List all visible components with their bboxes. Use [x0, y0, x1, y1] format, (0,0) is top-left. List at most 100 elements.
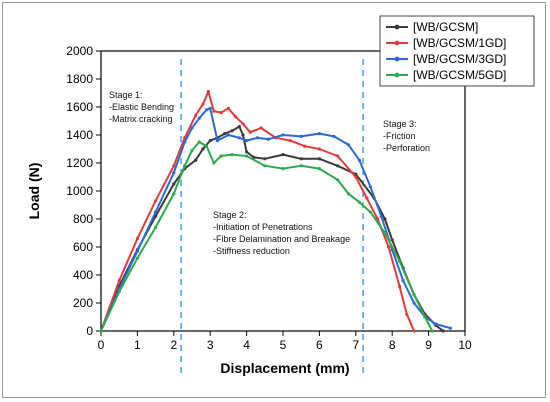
- data-point: [397, 259, 402, 263]
- data-point: [346, 192, 351, 196]
- x-axis-title: Displacement (mm): [220, 360, 349, 376]
- data-point: [241, 122, 245, 126]
- data-point: [201, 147, 205, 151]
- legend-label-2: [WB/GCSM/3GD]: [413, 52, 506, 66]
- data-point: [397, 284, 402, 288]
- data-point: [317, 147, 321, 151]
- data-point: [208, 106, 212, 110]
- stage1-annotation: Stage 1: -Elastic Bending -Matrix cracki…: [109, 90, 174, 124]
- data-point: [401, 279, 405, 283]
- data-point: [154, 199, 158, 203]
- data-point: [237, 125, 241, 129]
- data-point: [357, 158, 362, 162]
- data-point: [212, 109, 216, 113]
- data-point: [390, 238, 394, 242]
- data-point: [219, 111, 223, 115]
- data-point: [212, 161, 216, 165]
- axes-box: [100, 50, 466, 332]
- x-tick-label: 9: [425, 338, 432, 352]
- y-tick-label: 0: [86, 324, 93, 338]
- data-point: [357, 200, 362, 204]
- plot-area: 0 1 2 3 4 5 6 7 8 9 10 0 200 400 600 800 1000 1200 1400 160…: [66, 44, 472, 373]
- data-point: [197, 116, 201, 120]
- data-point: [379, 214, 383, 218]
- stage1-line2: -Matrix cracking: [109, 114, 173, 124]
- data-point: [252, 155, 256, 159]
- data-point: [208, 139, 212, 143]
- data-point: [172, 164, 176, 168]
- data-point: [234, 115, 238, 119]
- legend-marker-3: [394, 72, 400, 78]
- data-point: [365, 196, 369, 200]
- data-point: [154, 225, 158, 229]
- data-point: [226, 106, 230, 110]
- y-tick-label: 800: [73, 212, 93, 226]
- data-point: [135, 249, 139, 253]
- data-point: [245, 150, 249, 154]
- x-tick-label: 6: [316, 338, 323, 352]
- data-point: [299, 164, 303, 168]
- x-tick-label: 2: [170, 338, 177, 352]
- stage3-annotation: Stage 3: -Friction -Perforation: [383, 119, 430, 153]
- x-tick-label: 0: [98, 338, 105, 352]
- data-point: [263, 157, 267, 161]
- data-point: [441, 329, 445, 333]
- data-point: [255, 136, 260, 140]
- data-point: [317, 157, 321, 161]
- stage2-annotation: Stage 2: -Initiation of Penetrations -Fi…: [213, 210, 350, 256]
- data-point: [172, 182, 176, 186]
- stage3-title: Stage 3:: [383, 119, 417, 129]
- data-point: [303, 144, 307, 148]
- legend-label-1: [WB/GCSM/1GD]: [413, 36, 506, 50]
- y-tick-label: 1000: [66, 184, 93, 198]
- line-chart: 0 1 2 3 4 5 6 7 8 9 10 0 200 400 600 800 1000 1200 1400 160…: [26, 15, 535, 376]
- data-point: [230, 129, 234, 133]
- data-point: [245, 139, 249, 143]
- data-point: [241, 133, 245, 137]
- data-point: [135, 237, 139, 241]
- data-point: [172, 171, 176, 175]
- y-axis-title: Load (N): [26, 163, 42, 220]
- data-point: [434, 322, 438, 326]
- chart-frame: 0 1 2 3 4 5 6 7 8 9 10 0 200 400 600 800 1000 1200 1400 160…: [2, 2, 546, 398]
- y-tick-label: 1800: [66, 72, 93, 86]
- data-point: [354, 175, 358, 179]
- data-point: [281, 133, 285, 137]
- series-line-3: [100, 141, 434, 332]
- data-point: [206, 90, 210, 94]
- y-tick-label: 1200: [66, 156, 93, 170]
- data-point: [386, 245, 391, 249]
- data-point: [204, 144, 209, 148]
- data-point: [336, 154, 340, 158]
- x-tick-label: 4: [243, 338, 250, 352]
- data-point: [266, 137, 271, 141]
- y-tick-label: 200: [73, 296, 93, 310]
- x-tick-label: 8: [389, 338, 396, 352]
- data-point: [245, 154, 249, 158]
- data-point: [346, 143, 351, 147]
- legend: [WB/GCSM] [WB/GCSM/1GD] [WB/GCSM/3GD] [WB/G…: [379, 15, 535, 87]
- y-tick-label: 1400: [66, 128, 93, 142]
- data-point: [412, 301, 416, 305]
- data-point: [204, 108, 209, 112]
- stage1-title: Stage 1:: [109, 90, 143, 100]
- legend-label-3: [WB/GCSM/5GD]: [413, 68, 506, 82]
- data-point: [317, 132, 321, 136]
- data-point: [412, 329, 416, 333]
- data-point: [201, 102, 205, 106]
- y-tick-label: 2000: [66, 44, 93, 58]
- data-point: [430, 329, 434, 333]
- data-point: [154, 210, 158, 214]
- data-point: [248, 130, 252, 134]
- stage3-line1: -Friction: [383, 131, 416, 141]
- data-point: [135, 256, 139, 260]
- data-point: [172, 192, 176, 196]
- stage2-line1: -Initiation of Penetrations: [213, 222, 313, 232]
- x-tick-label: 5: [280, 338, 287, 352]
- data-point: [317, 167, 321, 171]
- data-point: [263, 164, 267, 168]
- data-point: [332, 134, 336, 138]
- data-point: [183, 164, 187, 168]
- data-point: [215, 139, 220, 143]
- stage2-line2: -Fibre Delamination and Breakage: [213, 234, 350, 244]
